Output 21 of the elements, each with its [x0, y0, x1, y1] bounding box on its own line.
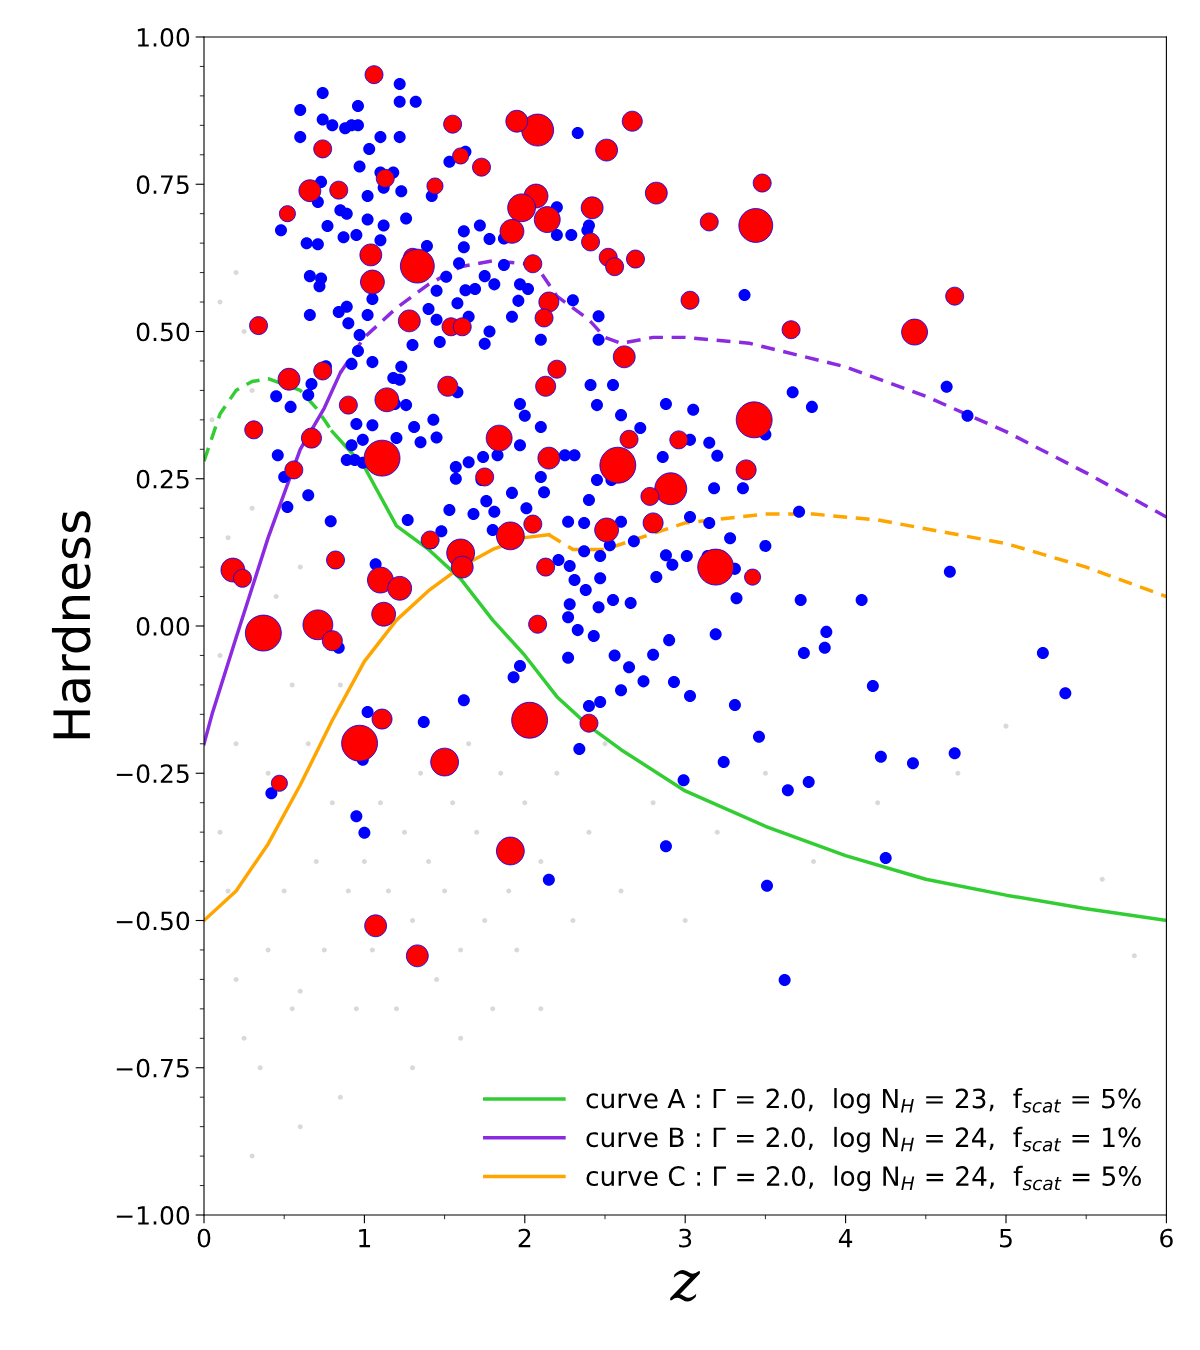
x-tick-label: 3	[679, 1228, 692, 1248]
y-tick-label: −1.00	[116, 1205, 190, 1225]
y-tick-label: 0.50	[136, 322, 190, 342]
y-axis-title: Hardness	[51, 511, 91, 739]
x-tick-label: 6	[1160, 1228, 1173, 1248]
y-tick-label: −0.75	[116, 1058, 189, 1078]
y-tick-label: 0.25	[136, 469, 189, 489]
x-axis-title: z	[670, 1269, 701, 1302]
y-tick-label: 1.00	[137, 27, 190, 47]
x-tick-label: 0	[197, 1228, 211, 1248]
legend-label: curve C : Γ = 2.0, log N$_{H}$ = 24, f$_{scat}$ = 5%	[586, 1165, 1141, 1192]
legend-label: curve B : Γ = 2.0, log N$_{H}$ = 24, f$_{scat}$ = 1%	[586, 1126, 1141, 1153]
y-tick-label: 0.00	[136, 616, 190, 636]
x-tick-label: 4	[838, 1228, 853, 1248]
legend-label: curve A : Γ = 2.0, log N$_{H}$ = 23, f$_{scat}$ = 5%	[586, 1088, 1141, 1114]
y-tick-label: −0.25	[116, 764, 189, 784]
y-tick-label: 0.75	[136, 175, 189, 195]
y-tick-label: −0.50	[116, 911, 190, 931]
x-tick-label: 5	[999, 1228, 1012, 1248]
x-tick-label: 1	[359, 1228, 371, 1248]
x-tick-label: 2	[518, 1228, 531, 1248]
